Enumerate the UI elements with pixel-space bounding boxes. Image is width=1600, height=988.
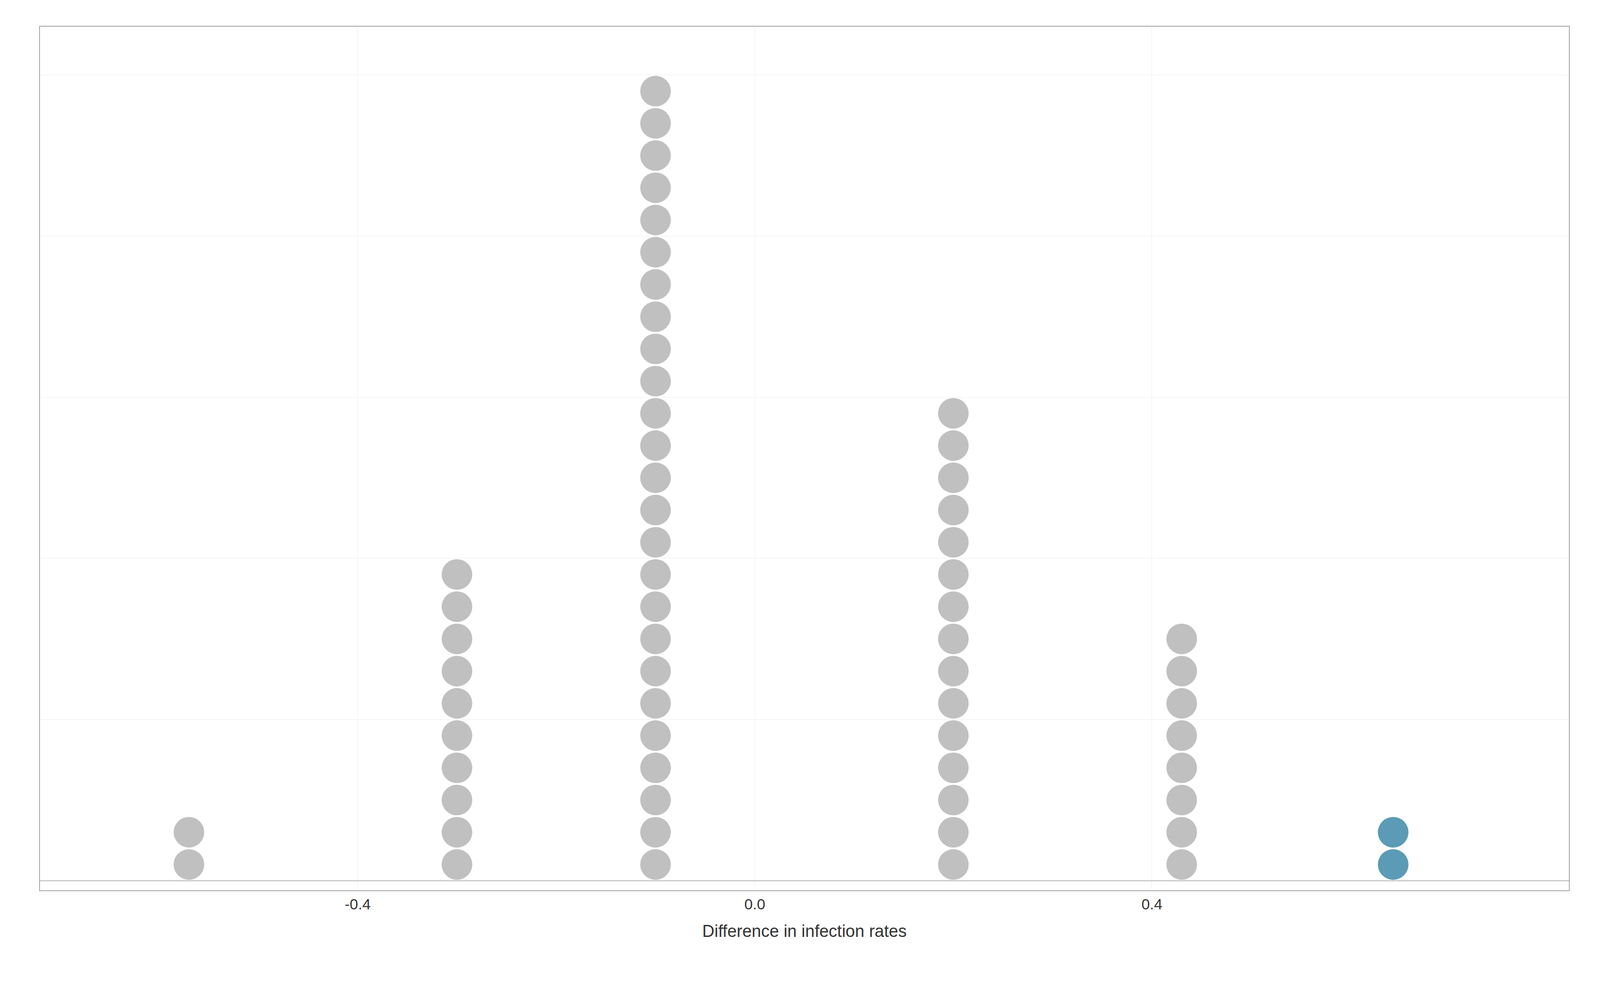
- svg-text:0.0: 0.0: [744, 896, 766, 913]
- svg-text:Difference in infection rates: Difference in infection rates: [702, 922, 907, 941]
- svg-text:0.4: 0.4: [1141, 896, 1163, 913]
- svg-text:-0.4: -0.4: [344, 896, 372, 913]
